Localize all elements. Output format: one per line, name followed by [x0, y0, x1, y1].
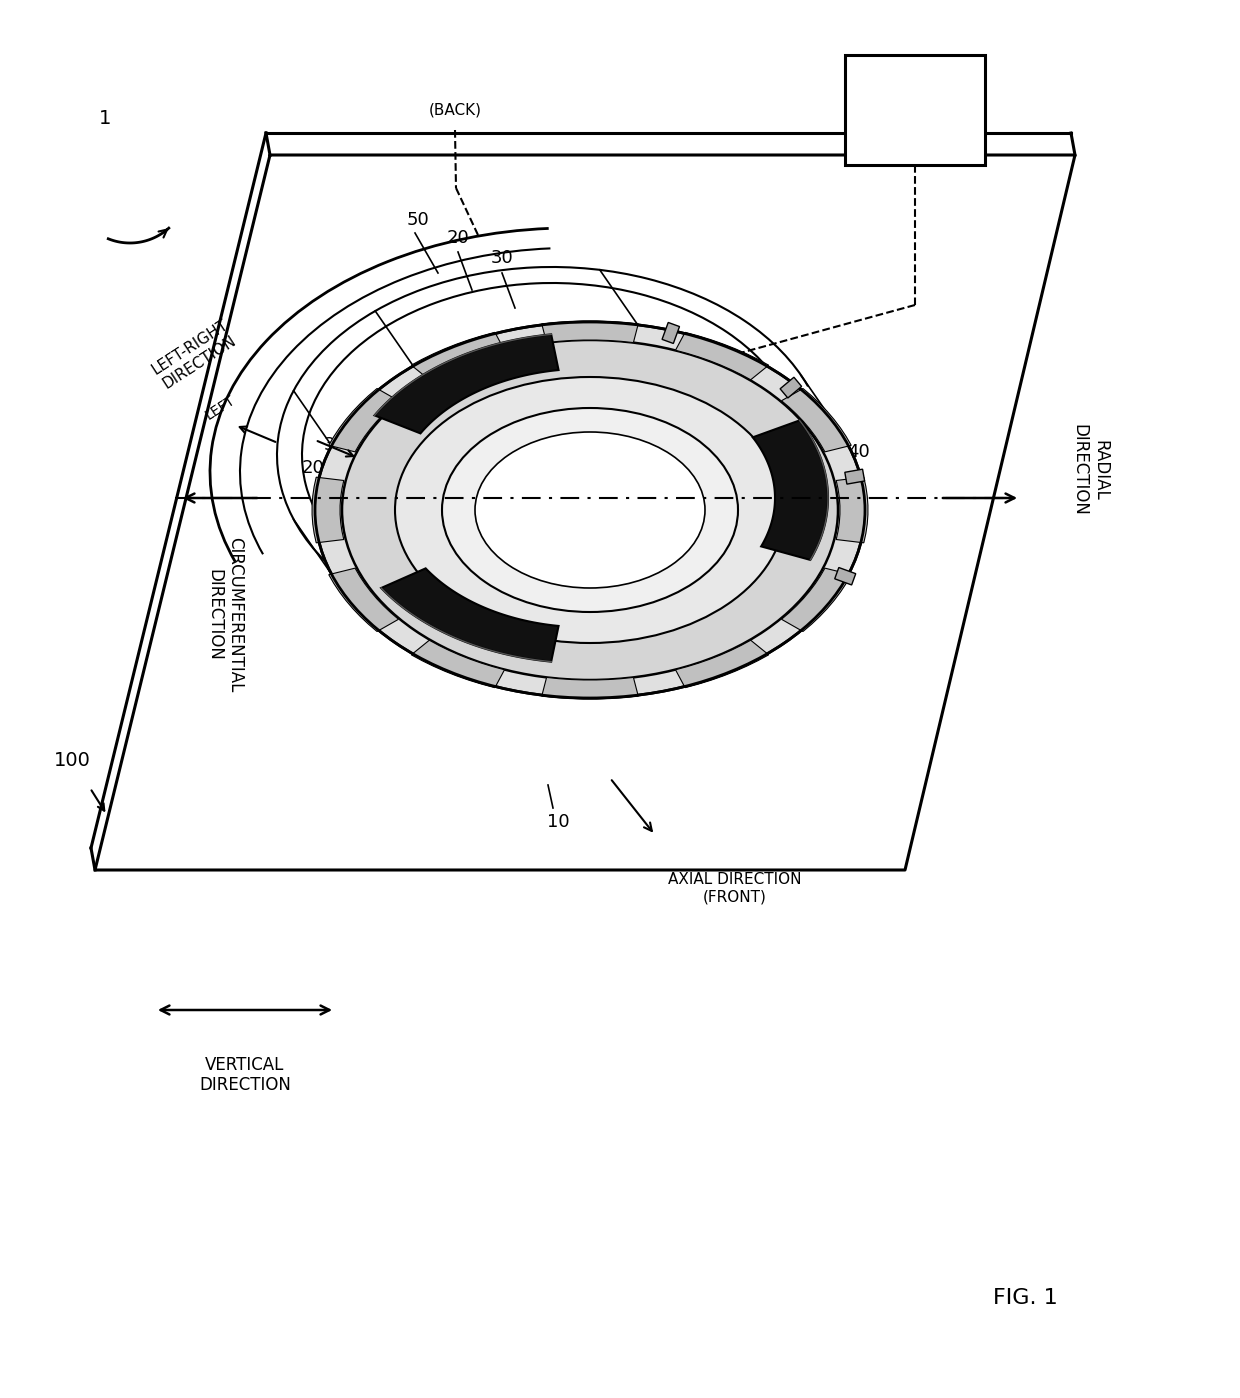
Ellipse shape: [396, 377, 785, 643]
Ellipse shape: [475, 432, 706, 589]
Polygon shape: [381, 569, 558, 661]
Text: RIGHT: RIGHT: [356, 447, 401, 482]
Polygon shape: [542, 678, 639, 699]
Polygon shape: [374, 334, 558, 433]
Polygon shape: [753, 421, 828, 561]
Polygon shape: [412, 333, 505, 380]
Polygon shape: [312, 477, 343, 542]
Bar: [780, 377, 801, 398]
Polygon shape: [412, 640, 505, 688]
Text: LEFT-RIGHT
DIRECTION: LEFT-RIGHT DIRECTION: [149, 317, 241, 393]
Text: 10: 10: [547, 814, 569, 830]
Bar: [662, 323, 680, 344]
Bar: [835, 568, 856, 584]
Text: VERTICAL
DIRECTION: VERTICAL DIRECTION: [200, 1055, 291, 1095]
Text: 20: 20: [446, 229, 470, 247]
Polygon shape: [781, 389, 851, 452]
Text: (BACK): (BACK): [429, 102, 481, 117]
Bar: [844, 470, 864, 484]
Text: LEFT: LEFT: [202, 393, 238, 422]
Polygon shape: [781, 568, 851, 632]
Polygon shape: [329, 568, 398, 632]
Text: 100: 100: [53, 751, 91, 769]
Text: 50: 50: [407, 211, 429, 229]
Ellipse shape: [342, 340, 838, 679]
Text: AXIAL DIRECTION
(FRONT): AXIAL DIRECTION (FRONT): [668, 872, 802, 905]
Text: 70: 70: [899, 98, 931, 122]
Polygon shape: [676, 640, 769, 688]
Polygon shape: [329, 389, 398, 452]
Text: FIG. 1: FIG. 1: [993, 1288, 1058, 1309]
Text: 40: 40: [847, 443, 869, 461]
Text: 30: 30: [324, 436, 346, 454]
Text: 30: 30: [828, 496, 852, 514]
Ellipse shape: [315, 322, 866, 698]
Text: CIRCUMFERENTIAL
DIRECTION: CIRCUMFERENTIAL DIRECTION: [206, 537, 244, 692]
Polygon shape: [676, 333, 769, 380]
Polygon shape: [542, 322, 639, 343]
Text: RADIAL
DIRECTION: RADIAL DIRECTION: [1070, 424, 1110, 516]
Bar: [844, 55, 985, 165]
Text: 20: 20: [301, 459, 325, 477]
Text: 1: 1: [99, 109, 112, 127]
Text: 30: 30: [491, 249, 513, 267]
Polygon shape: [836, 477, 868, 542]
Ellipse shape: [441, 408, 738, 612]
